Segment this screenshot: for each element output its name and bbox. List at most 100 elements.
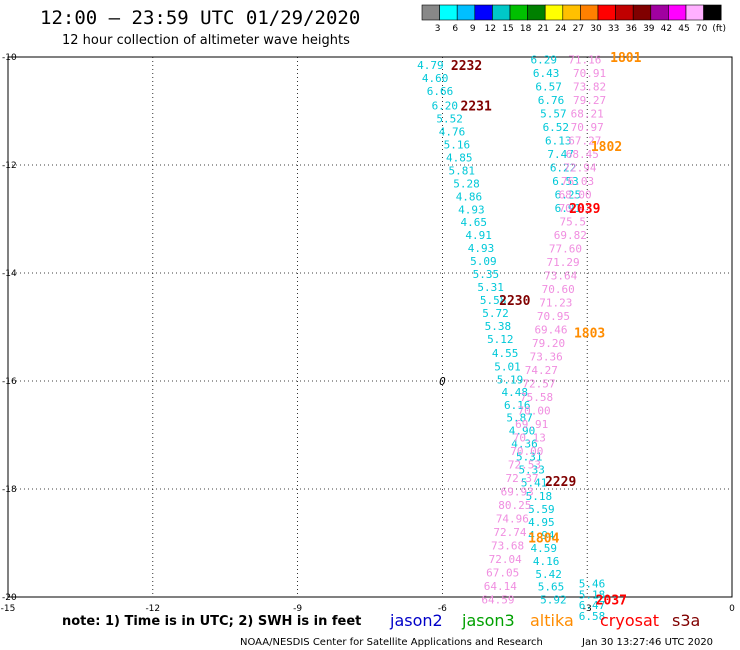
swh-value: 74.96	[496, 513, 529, 526]
swh-value: 5.35	[473, 268, 500, 281]
swh-value: 6.91	[555, 202, 582, 215]
swh-value: 6.66	[427, 85, 454, 98]
satellite-name: jason3	[461, 611, 515, 630]
colorbar-label: 70	[696, 24, 708, 34]
swh-value: 5.46	[579, 578, 606, 591]
satellite-legend: jason2 jason3 altika cryosat s3a	[389, 611, 700, 630]
colorbar-label: 18	[520, 24, 532, 34]
swh-value: 71.16	[568, 54, 601, 67]
plot-frame	[7, 56, 733, 598]
swh-value: 69.93	[501, 486, 534, 499]
swh-value: 70.43	[559, 202, 592, 215]
swh-value: 70.60	[542, 283, 575, 296]
plot-area: -15 -12 -9 -6 -3 0-10-12-14-16-18-204.794.606…	[1, 51, 735, 623]
swh-value: 5.42	[535, 568, 562, 581]
colorbar-swatch	[474, 4, 493, 21]
y-tick-label: -12	[2, 161, 17, 171]
swh-value: 5.31	[516, 451, 543, 464]
colorbar-swatch	[421, 4, 440, 21]
swh-value: 73.68	[491, 540, 524, 553]
swh-value: 75.5	[559, 216, 586, 229]
colorbar-swatch	[668, 4, 687, 21]
pass-time-label: 2037	[596, 594, 627, 609]
y-tick-label: -14	[2, 269, 17, 279]
swh-value: 72.94	[563, 162, 596, 175]
swh-value: 6.52	[543, 121, 570, 134]
colorbar-swatch	[580, 4, 599, 21]
chart-subtitle: 12 hour collection of altimeter wave hei…	[62, 33, 350, 48]
swh-value: 72.04	[489, 553, 522, 566]
swh-value: 64.14	[484, 580, 517, 593]
x-tick-label: -12	[145, 604, 160, 614]
colorbar-label: 15	[502, 24, 513, 34]
colorbar-label: 12	[485, 24, 496, 34]
swh-value: 5.72	[482, 307, 509, 320]
swh-value: 6.58	[579, 610, 606, 623]
swh-value: 6.29	[531, 54, 558, 67]
swh-value: 6.16	[504, 399, 531, 412]
swh-value: 5.59	[528, 503, 555, 516]
swh-value: 5.19	[497, 373, 524, 386]
swh-value: 6.13	[545, 135, 572, 148]
swh-value: 5.01	[494, 360, 521, 373]
pass-time-label: 2039	[569, 202, 600, 217]
swh-value: 79.20	[532, 337, 565, 350]
swh-value: 71.23	[539, 297, 572, 310]
swh-value: 73.64	[544, 270, 577, 283]
colorbar-swatch	[509, 4, 528, 21]
swh-value: 75.58	[520, 391, 553, 404]
colorbar-swatch	[615, 4, 634, 21]
swh-value: 5.33	[518, 464, 545, 477]
swh-value: 71.29	[547, 256, 580, 269]
swh-value: 4.76	[439, 126, 466, 139]
swh-value: 5.41	[521, 477, 548, 490]
swh-value: 4.90	[509, 425, 536, 438]
credit-text: NOAA/NESDIS Center for Satellite Applica…	[240, 637, 543, 648]
swh-value: 70.13	[513, 432, 546, 445]
colorbar-label: 3	[435, 24, 441, 34]
swh-value: 4.79	[417, 59, 444, 72]
swh-value: 5.28	[453, 177, 480, 190]
pass-time-label: 1802	[591, 140, 622, 155]
swh-value: 6.22	[550, 162, 577, 175]
swh-value: 5.87	[506, 412, 533, 425]
swh-value: 68.45	[566, 148, 599, 161]
x-tick-label: -15	[1, 604, 16, 614]
swh-value: 80.25	[498, 499, 531, 512]
swh-value: 72.53	[508, 459, 541, 472]
swh-value: 69.46	[534, 324, 567, 337]
satellite-name: cryosat	[600, 611, 659, 630]
swh-value: 4.86	[456, 190, 483, 203]
swh-value: 4.59	[531, 542, 558, 555]
swh-value: 72.57	[522, 378, 555, 391]
colorbar-label: 24	[555, 24, 567, 34]
chart-title: 12:00 – 23:59 UTC 01/29/2020	[40, 7, 360, 29]
timestamp-text: Jan 30 13:27:46 UTC 2020	[581, 637, 713, 648]
swh-value: 6.53	[552, 175, 579, 188]
colorbar-swatch	[439, 4, 458, 21]
swh-value: 5.18	[526, 490, 553, 503]
colorbar-label: 42	[661, 24, 672, 34]
swh-value: 5.65	[538, 581, 565, 594]
colorbar-label: 33	[608, 24, 619, 34]
swh-value: 5.81	[448, 164, 475, 177]
colorbar-label: 30	[590, 24, 602, 34]
colorbar-legend: 3 6 9 12 15 18 21 24 27 30 33 36 39 42 45 70 (ft)	[421, 4, 726, 34]
swh-value: 70.00	[518, 405, 551, 418]
swh-value: 6.20	[432, 100, 459, 113]
swh-value: 6.47	[579, 599, 606, 612]
swh-value: 70.97	[571, 121, 604, 134]
swh-value: 67.27	[568, 135, 601, 148]
swh-value: 70.00	[510, 445, 543, 458]
pass-time-label: 2229	[545, 475, 576, 490]
x-tick-label: -3	[583, 604, 592, 614]
swh-value: 4.60	[422, 72, 449, 85]
swh-value: 5.12	[487, 333, 514, 346]
swh-value: 70.91	[573, 67, 606, 80]
swh-value: 64.59	[481, 594, 514, 607]
colorbar-swatch	[544, 4, 564, 21]
pass-time-label: 1804	[528, 532, 559, 547]
x-tick-label: 0	[729, 604, 735, 614]
swh-value: 74.27	[525, 364, 558, 377]
